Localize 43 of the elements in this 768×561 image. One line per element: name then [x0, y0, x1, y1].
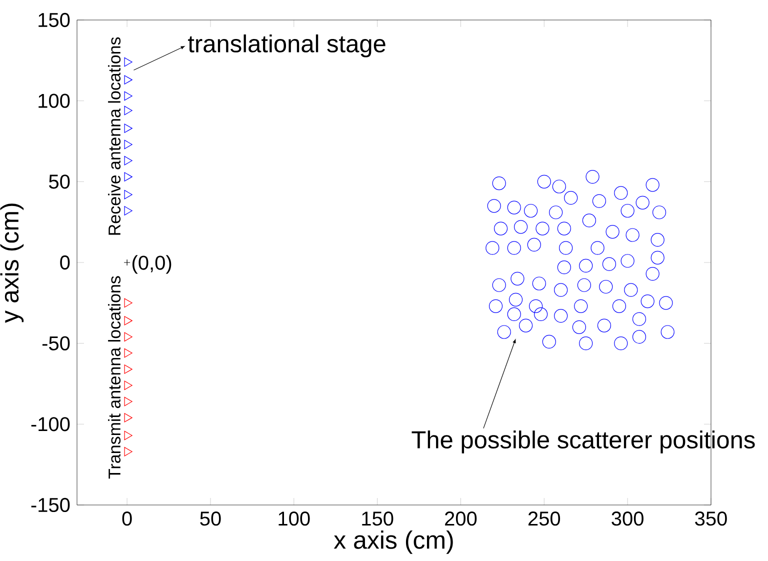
point: [124, 190, 132, 200]
point: [124, 430, 132, 440]
point: [124, 364, 132, 374]
y-tick-label: 0: [60, 255, 70, 270]
text: Receive antenna locations: [108, 37, 121, 235]
point: [124, 106, 132, 116]
point: [124, 380, 132, 390]
y-tick-label: -150: [31, 498, 70, 512]
annotation: (0,0): [132, 255, 172, 274]
point: [124, 75, 132, 84]
text: Transmit antenna locations: [108, 276, 121, 479]
point: [124, 316, 132, 326]
point: [124, 447, 132, 456]
point: [124, 124, 132, 133]
x-tick-label: 300: [612, 512, 644, 526]
x-tick-label: 100: [278, 512, 310, 526]
y-axis-title: y axis (cm): [0, 204, 24, 323]
x-tick-label: 150: [362, 512, 394, 526]
point: [124, 156, 132, 166]
point: [124, 206, 132, 216]
y-tick-label: 150: [38, 12, 70, 28]
y-tick-label: 50: [49, 174, 70, 189]
point: [124, 396, 132, 406]
annotation: translational stage: [188, 34, 386, 58]
annotation: The possible scatterer positions: [412, 430, 755, 454]
point: [124, 259, 130, 266]
y-tick-label: -100: [31, 417, 70, 432]
y-tick-label: -50: [42, 336, 70, 350]
point: [124, 348, 132, 358]
point: [124, 298, 132, 308]
y-tick-label: 100: [38, 94, 70, 108]
x-tick-label: 250: [528, 512, 560, 526]
point: [124, 140, 132, 150]
point: [124, 91, 132, 101]
point: [124, 57, 132, 67]
x-tick-label: 50: [200, 512, 221, 526]
point: [124, 172, 132, 182]
point: [124, 332, 132, 342]
x-tick-label: 350: [695, 512, 727, 526]
x-axis-title: x axis (cm): [334, 530, 453, 554]
x-tick-label: 0: [122, 512, 132, 526]
x-tick-label: 200: [445, 512, 477, 526]
point: [124, 413, 132, 422]
